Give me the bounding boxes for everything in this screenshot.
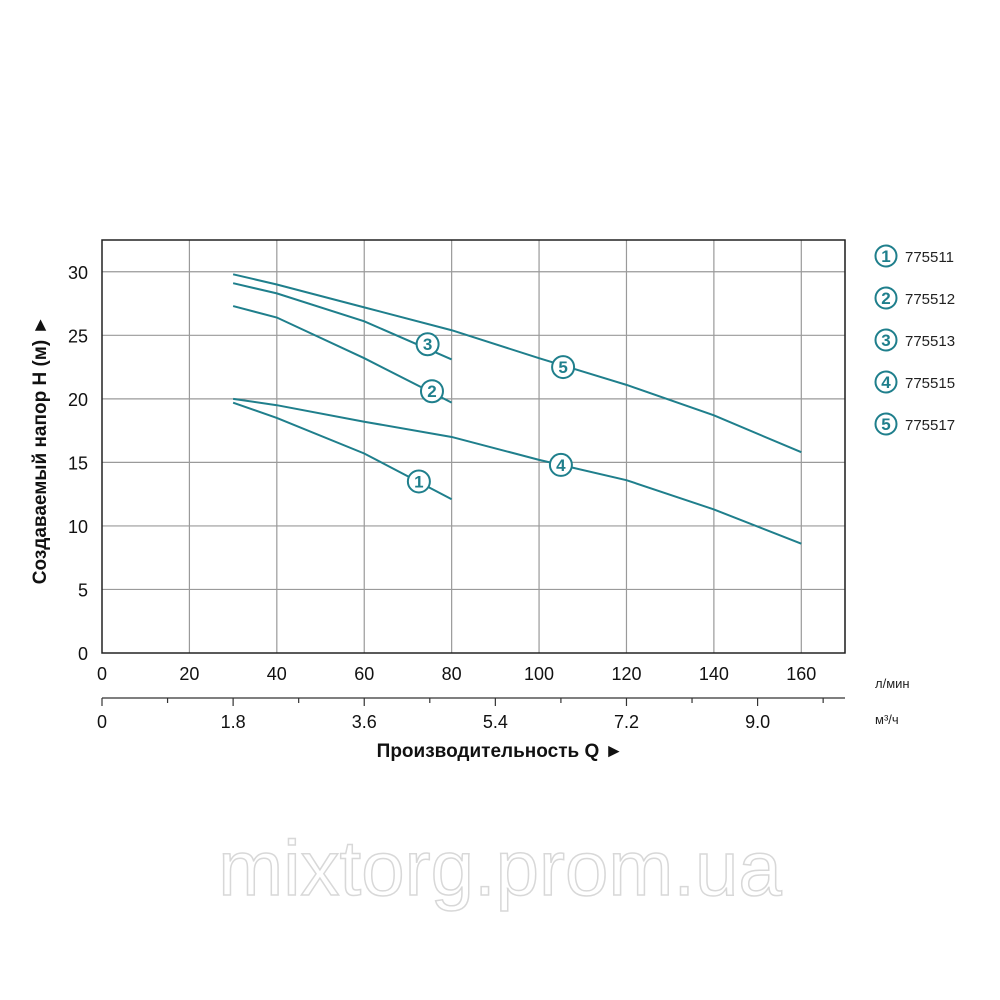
curve-marker-4 [548, 452, 573, 477]
curve-775513 [232, 282, 453, 361]
legend: 1 775511 2 775512 3 775513 4 775515 5 775517 [874, 244, 955, 436]
legend-label: 775511 [905, 249, 954, 266]
curve-marker-label: 1 [414, 472, 423, 491]
x-tick-label: 0 [97, 664, 107, 684]
curve-marker-3 [415, 332, 440, 357]
curve-marker-2 [419, 379, 444, 404]
x2-tick-label: 7.2 [614, 712, 639, 732]
curve-marker-label: 2 [427, 382, 436, 401]
y-tick-label: 30 [68, 263, 88, 283]
legend-item: 4 775515 [874, 370, 955, 394]
legend-label: 775517 [905, 417, 955, 434]
legend-item: 2 775512 [874, 286, 955, 310]
x-tick-label: 20 [179, 664, 199, 684]
x-tick-label: 80 [442, 664, 462, 684]
legend-marker [874, 412, 898, 436]
legend-marker-label: 5 [881, 415, 890, 434]
x-tick-label: 60 [354, 664, 374, 684]
legend-label: 775515 [905, 375, 955, 392]
legend-marker-label: 4 [881, 373, 891, 392]
x2-tick-label: 5.4 [483, 712, 508, 732]
legend-marker [874, 370, 898, 394]
x-tick-label: 160 [786, 664, 816, 684]
grid [102, 240, 846, 653]
y-tick-label: 15 [68, 453, 88, 473]
y-tick-label: 0 [78, 644, 88, 664]
legend-item: 3 775513 [874, 328, 955, 352]
plot-frame [101, 239, 846, 654]
x2-unit-label: м³/ч [875, 712, 899, 727]
curve-775512 [232, 305, 453, 404]
legend-marker [874, 328, 898, 352]
legend-marker [874, 286, 898, 310]
x-tick-label: 100 [524, 664, 554, 684]
watermark: mixtorg.prom.ua [218, 824, 782, 912]
y-tick-label: 25 [68, 326, 88, 346]
x-tick-label: 140 [699, 664, 729, 684]
x2-tick-label: 9.0 [745, 712, 770, 732]
x-unit-label: л/мин [875, 676, 910, 691]
legend-item: 1 775511 [874, 244, 954, 268]
curve-775517 [232, 273, 802, 454]
y-tick-label: 5 [78, 580, 88, 600]
curves: 1 2 3 4 5 [232, 273, 802, 545]
legend-label: 775513 [905, 333, 955, 350]
x-tick-label: 120 [611, 664, 641, 684]
curve-marker-label: 4 [556, 456, 566, 475]
curve-marker-1 [406, 469, 431, 494]
x2-tick-label: 0 [97, 712, 107, 732]
legend-marker-label: 1 [881, 247, 890, 266]
legend-item: 5 775517 [874, 412, 955, 436]
y-axis-title: Создаваемый напор H (м) ► [30, 316, 51, 585]
y-tick-label: 10 [68, 517, 88, 537]
legend-marker-label: 2 [881, 289, 890, 308]
legend-label: 775512 [905, 291, 955, 308]
legend-marker [874, 244, 898, 268]
curve-775511 [232, 401, 453, 501]
y-tick-label: 20 [68, 390, 88, 410]
curve-marker-label: 3 [423, 335, 432, 354]
x-tick-label: 40 [267, 664, 287, 684]
curve-marker-5 [551, 355, 576, 380]
curve-775515 [232, 397, 802, 545]
x2-tick-label: 3.6 [352, 712, 377, 732]
legend-marker-label: 3 [881, 331, 890, 350]
x-axis-title: Производительность Q ► [377, 741, 624, 762]
x2-tick-label: 1.8 [221, 712, 246, 732]
curve-marker-label: 5 [558, 358, 567, 377]
